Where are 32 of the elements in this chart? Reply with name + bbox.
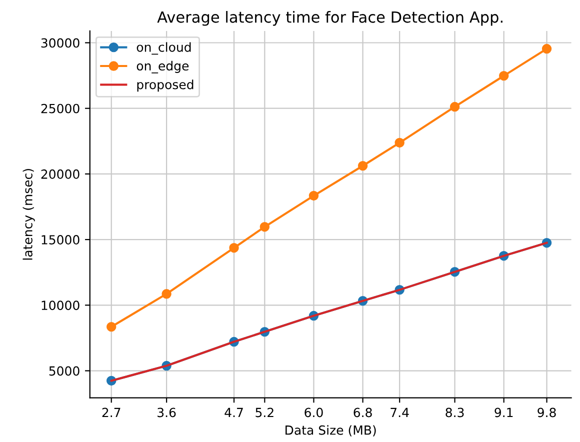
x-tick-label: 6.0 [304, 408, 323, 418]
point [358, 160, 368, 171]
point [162, 289, 172, 299]
y-tick-label: 15000 [42, 235, 80, 244]
y-axis-title: latency (msec) [22, 168, 35, 260]
point [229, 242, 239, 253]
chart-title: Average latency time for Face Detection App. [157, 11, 502, 26]
point [106, 322, 116, 332]
point [260, 222, 270, 232]
y-tick-label: 30000 [41, 38, 80, 48]
y-tick-label: 25000 [41, 104, 80, 114]
point [394, 138, 404, 148]
x-tick-label: 5.2 [256, 408, 274, 418]
point [450, 102, 460, 112]
point [542, 44, 552, 54]
x-tick-label: 3.6 [158, 408, 176, 418]
x-axis-title: Data Size (MB) [286, 425, 376, 436]
x-tick-label: 8.3 [446, 408, 464, 418]
y-tick-label: 5000 [49, 366, 80, 376]
x-tick-label: 9.8 [538, 408, 556, 418]
x-tick-label: 9.1 [494, 408, 513, 418]
x-tick-label: 4.7 [224, 408, 243, 418]
point [498, 70, 509, 81]
legend-label: on_cloud [136, 42, 191, 55]
y-tick-label: 10000 [42, 300, 80, 310]
x-tick-label: 2.7 [102, 408, 120, 418]
point [308, 190, 319, 201]
y-tick-label: 20000 [41, 169, 80, 179]
legend-label: proposed [137, 80, 194, 92]
x-tick-label: 6.8 [354, 408, 372, 418]
x-tick-label: 7.4 [390, 408, 409, 418]
legend-label: on_edge [136, 60, 189, 74]
